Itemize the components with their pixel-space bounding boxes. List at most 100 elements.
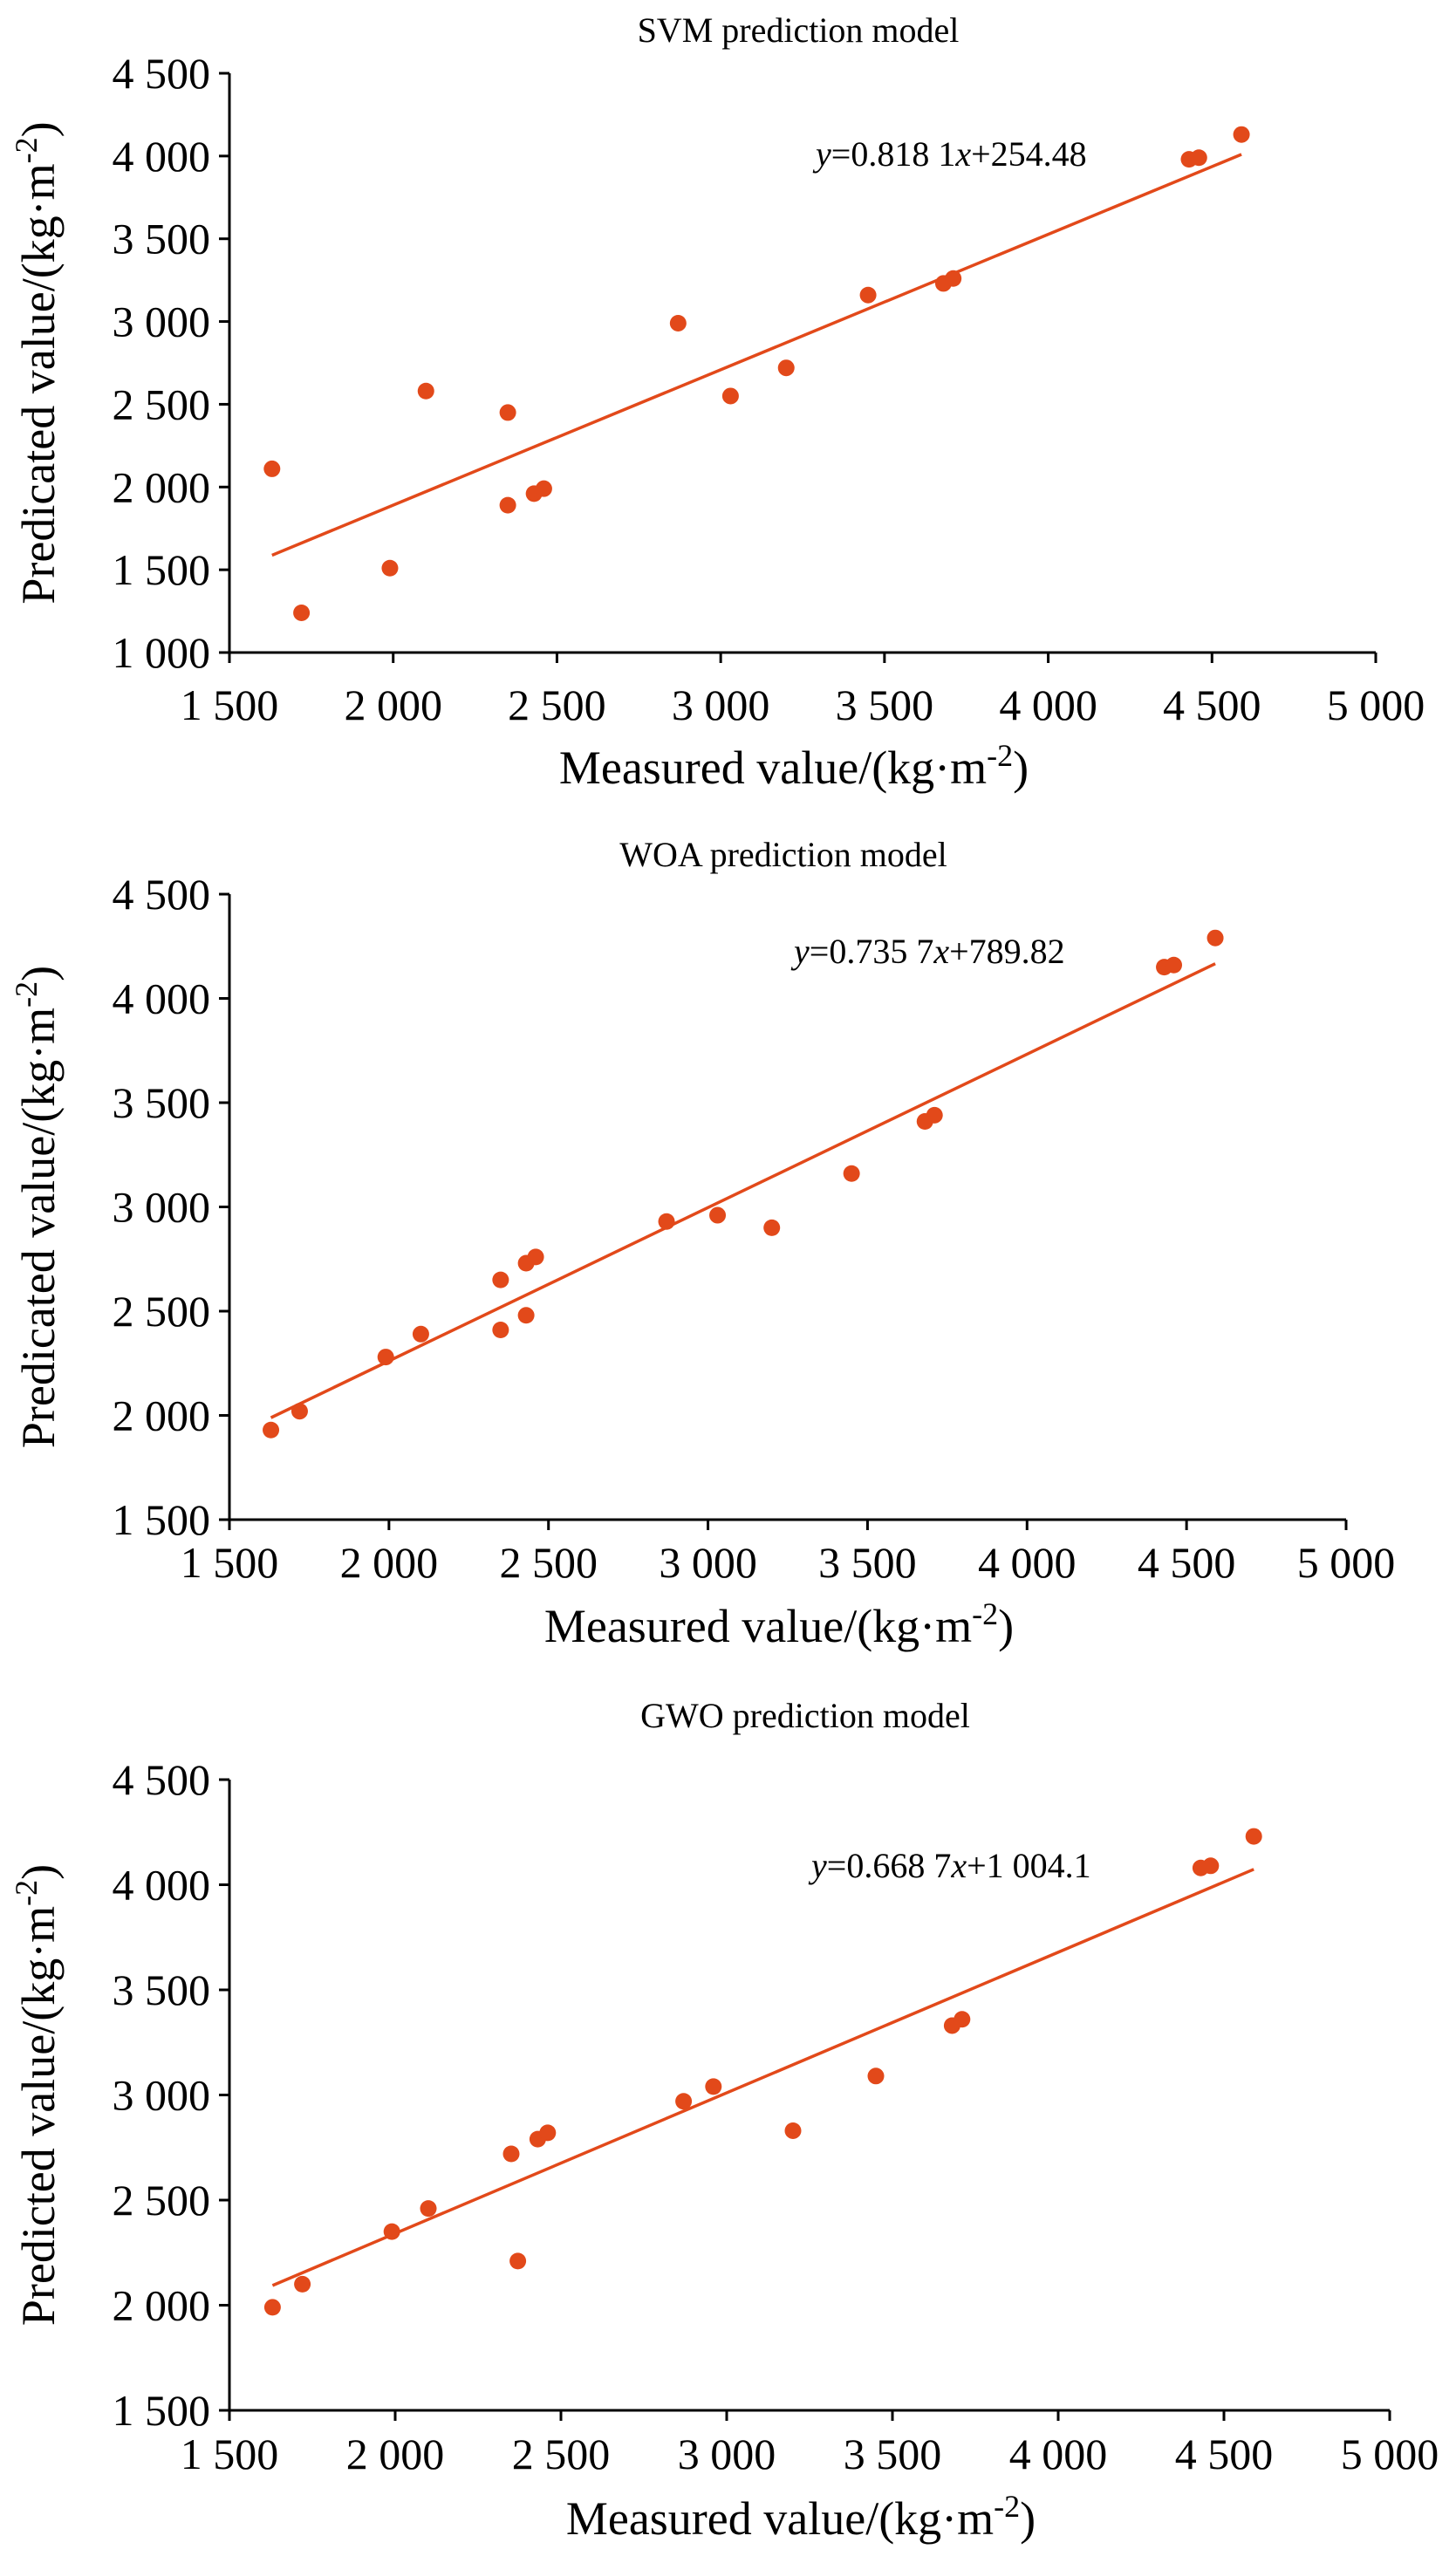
data-point bbox=[293, 604, 311, 621]
data-point bbox=[381, 559, 399, 577]
y-tick-label: 2 000 bbox=[113, 1391, 211, 1440]
data-point bbox=[721, 387, 739, 405]
x-tick-label: 3 000 bbox=[678, 2430, 776, 2478]
y-tick-label: 2 500 bbox=[113, 379, 211, 428]
x-tick-label: 5 000 bbox=[1341, 2430, 1439, 2478]
x-tick-label: 3 000 bbox=[672, 680, 770, 729]
y-axis-label: Predicted value/(kg·m-2) bbox=[9, 1864, 65, 2326]
data-point bbox=[945, 270, 962, 287]
data-point bbox=[658, 1213, 675, 1230]
y-tick-label: 4 500 bbox=[113, 1755, 211, 1804]
y-tick-label: 3 000 bbox=[113, 1183, 211, 1232]
data-point bbox=[954, 2011, 971, 2028]
data-point bbox=[784, 2122, 802, 2139]
x-tick-label: 4 500 bbox=[1163, 680, 1261, 729]
data-point bbox=[1233, 126, 1250, 143]
y-tick-label: 4 000 bbox=[113, 1861, 211, 1910]
data-point bbox=[383, 2223, 400, 2240]
data-point bbox=[527, 1248, 544, 1266]
chart-title: GWO prediction model bbox=[640, 1696, 970, 1735]
x-tick-label: 1 500 bbox=[181, 680, 279, 729]
x-tick-label: 2 000 bbox=[344, 680, 442, 729]
x-tick-label: 2 500 bbox=[499, 1538, 598, 1587]
regression-line bbox=[270, 962, 1216, 1419]
data-point bbox=[1190, 149, 1207, 167]
x-tick-label: 5 000 bbox=[1327, 680, 1425, 729]
y-tick-label: 3 500 bbox=[113, 1965, 211, 2014]
data-point bbox=[492, 1271, 509, 1288]
y-tick-label: 2 000 bbox=[113, 462, 211, 511]
x-tick-label: 2 000 bbox=[340, 1538, 439, 1587]
data-point bbox=[502, 2145, 520, 2163]
data-point bbox=[1245, 1828, 1262, 1845]
data-point bbox=[417, 382, 434, 400]
y-axis-label: Predicated value/(kg·m-2) bbox=[9, 121, 65, 604]
data-point bbox=[539, 2124, 557, 2142]
data-point bbox=[705, 2078, 722, 2095]
x-tick-label: 4 000 bbox=[978, 1538, 1077, 1587]
x-tick-label: 3 000 bbox=[659, 1538, 757, 1587]
data-point bbox=[843, 1165, 860, 1182]
x-tick-label: 4 500 bbox=[1175, 2430, 1274, 2478]
y-tick-label: 1 500 bbox=[113, 1495, 211, 1544]
data-point bbox=[777, 359, 795, 377]
data-point bbox=[517, 1307, 535, 1324]
y-tick-label: 4 000 bbox=[113, 974, 211, 1023]
y-tick-label: 4 000 bbox=[113, 132, 211, 181]
data-point bbox=[294, 2275, 311, 2293]
y-tick-label: 2 500 bbox=[113, 1287, 211, 1336]
x-axis-label: Measured value/(kg·m-2) bbox=[559, 738, 1029, 794]
x-tick-label: 4 500 bbox=[1138, 1538, 1236, 1587]
y-axis-label: Predicated value/(kg·m-2) bbox=[9, 966, 65, 1448]
regression-equation: y=0.735 7x+789.82 bbox=[790, 932, 1065, 971]
y-tick-label: 1 000 bbox=[113, 628, 211, 677]
data-point bbox=[1165, 956, 1183, 974]
x-tick-label: 2 500 bbox=[508, 680, 606, 729]
chart-panel-1: SVM prediction model 1 500 2 000 2 500 3 000… bbox=[9, 10, 1425, 794]
y-tick-label: 2 000 bbox=[113, 2281, 211, 2330]
x-axis-label: Measured value/(kg·m-2) bbox=[566, 2489, 1036, 2545]
y-tick-label: 3 000 bbox=[113, 297, 211, 346]
data-point bbox=[669, 314, 687, 331]
y-tick-label: 1 500 bbox=[113, 2386, 211, 2435]
regression-equation: y=0.818 1x+254.48 bbox=[812, 134, 1087, 174]
data-point bbox=[709, 1206, 727, 1224]
y-tick-label: 4 500 bbox=[113, 870, 211, 919]
data-point bbox=[675, 2093, 693, 2110]
chart-panel-2: WOA prediction model 1 500 2 000 2 500 3 000… bbox=[9, 835, 1395, 1652]
data-point bbox=[420, 2200, 437, 2218]
x-tick-label: 1 500 bbox=[181, 1538, 279, 1587]
data-point bbox=[859, 286, 877, 304]
data-point bbox=[763, 1219, 781, 1236]
chart-panel-3: GWO prediction model 1 500 2 000 2 500 3 000… bbox=[9, 1696, 1439, 2545]
data-point bbox=[263, 2299, 281, 2316]
chart-title: SVM prediction model bbox=[638, 10, 960, 50]
data-point bbox=[1206, 929, 1224, 947]
x-axis-label: Measured value/(kg·m-2) bbox=[544, 1596, 1014, 1652]
x-tick-label: 3 500 bbox=[836, 680, 934, 729]
y-tick-label: 2 500 bbox=[113, 2176, 211, 2225]
y-tick-label: 3 500 bbox=[113, 1078, 211, 1127]
data-point bbox=[509, 2252, 527, 2270]
regression-line bbox=[271, 1868, 1254, 2287]
y-tick-label: 3 000 bbox=[113, 2071, 211, 2120]
data-point bbox=[499, 404, 516, 421]
x-tick-label: 3 500 bbox=[818, 1538, 917, 1587]
data-point bbox=[263, 460, 281, 477]
data-point bbox=[291, 1403, 308, 1420]
x-tick-label: 2 500 bbox=[512, 2430, 611, 2478]
x-tick-label: 2 000 bbox=[346, 2430, 445, 2478]
data-point bbox=[867, 2067, 885, 2085]
data-point bbox=[412, 1325, 429, 1343]
data-point bbox=[499, 496, 516, 514]
data-point bbox=[263, 1421, 280, 1439]
data-point bbox=[926, 1106, 943, 1124]
data-point bbox=[377, 1349, 394, 1366]
regression-line bbox=[271, 153, 1242, 557]
x-tick-label: 5 000 bbox=[1297, 1538, 1396, 1587]
x-tick-label: 4 000 bbox=[999, 680, 1097, 729]
data-point bbox=[535, 480, 552, 497]
x-tick-label: 4 000 bbox=[1009, 2430, 1108, 2478]
regression-equation: y=0.668 7x+1 004.1 bbox=[808, 1846, 1091, 1885]
